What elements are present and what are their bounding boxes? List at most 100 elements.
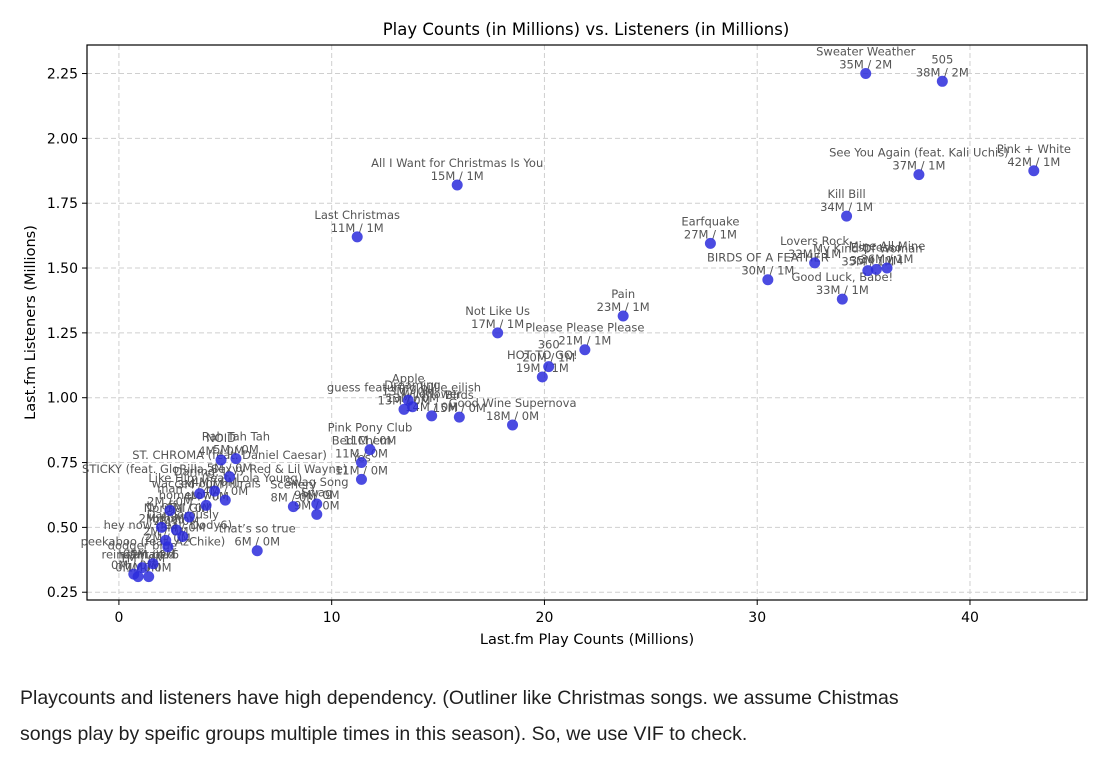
point-name-label: Espresso	[851, 240, 902, 254]
point-name-label: Pink + White	[997, 142, 1071, 156]
data-point	[355, 473, 367, 485]
data-point	[407, 401, 419, 413]
point-value-label: 6M / 0M	[234, 535, 280, 549]
data-point	[194, 488, 206, 500]
data-point	[536, 371, 548, 383]
data-point	[215, 454, 227, 466]
data-point	[913, 169, 925, 181]
caption-text: Playcounts and listeners have high depen…	[20, 680, 1080, 752]
point-name-label: Good Wine Supernova	[449, 396, 577, 410]
point-value-label: 19M / 1M	[516, 361, 569, 375]
data-point	[136, 562, 148, 574]
y-axis: 0.25 0.50 0.75 1.00 1.25 1.50 1.75 2.00 2.25	[47, 67, 87, 601]
y-tick-label: 2.25	[47, 67, 78, 83]
data-point	[881, 262, 893, 274]
data-point	[870, 263, 882, 275]
point-value-label: 14M / 0M	[405, 400, 458, 414]
point-name-label: BIRDS OF A FEATHER	[707, 251, 829, 265]
point-name-label: STICKY (feat. GloRilla, Sexyy Red & Lil …	[82, 462, 347, 476]
point-name-label: peekaboo (feat. AzChike)	[81, 535, 226, 549]
data-point	[132, 571, 144, 583]
data-point	[762, 274, 774, 286]
y-tick-label: 0.50	[47, 520, 78, 536]
y-tick-label: 1.75	[47, 196, 78, 212]
point-name-label: Bed Chem	[332, 434, 392, 448]
data-point	[164, 505, 176, 517]
data-point	[841, 210, 853, 222]
point-name-label: that’s so true	[219, 522, 296, 536]
point-value-label: 33M / 1M	[816, 283, 869, 297]
point-name-label: ST. CHROMA (feat. Daniel Caesar)	[132, 448, 327, 462]
point-name-label: Scenery	[270, 478, 317, 492]
data-point	[860, 68, 872, 80]
point-value-label: 42M / 1M	[1007, 155, 1060, 169]
data-point	[311, 508, 323, 520]
x-axis: 0 10 20 30 40	[114, 600, 979, 626]
point-name-label: Swag	[301, 485, 332, 499]
point-name-label: All I Want for Christmas Is You	[371, 156, 543, 170]
data-point	[147, 558, 159, 570]
x-tick-label: 20	[536, 610, 554, 626]
data-point	[426, 410, 438, 422]
data-point	[251, 545, 263, 557]
data-point	[311, 498, 323, 510]
plot-area	[86, 44, 1088, 601]
caption-line-2: songs play by speific groups multiple ti…	[20, 723, 748, 745]
point-name-label: luther	[149, 511, 183, 525]
point-value-label: 35M / 1M	[841, 255, 894, 269]
x-tick-label: 30	[748, 610, 766, 626]
point-name-label: hey now (feat. Dody6)	[104, 518, 233, 532]
data-point	[1028, 165, 1040, 177]
data-point	[143, 571, 155, 583]
point-value-label: 13M / 0M	[382, 384, 435, 398]
data-point	[351, 231, 363, 243]
point-name-label: Swag Song	[285, 475, 349, 489]
point-value-label: 8M / 0M	[271, 491, 317, 505]
data-point	[209, 485, 221, 497]
point-value-label: 9M / 0M	[294, 488, 340, 502]
x-tick-label: 10	[323, 610, 341, 626]
point-name-label: Sweater Weather	[816, 45, 915, 59]
data-point	[162, 541, 174, 553]
x-tick-label: 40	[961, 610, 979, 626]
point-value-label: 36M / 1M	[861, 252, 914, 266]
point-value-label: 1M / 0M	[130, 548, 176, 562]
point-name-label: reincarnated	[101, 548, 174, 562]
x-axis-label: Last.fm Play Counts (Millions)	[480, 632, 694, 648]
point-name-label: See You Again (feat. Kali Uchis)	[829, 146, 1009, 160]
data-point	[507, 419, 519, 431]
data-point	[287, 501, 299, 513]
scatter-chart: Play Counts (in Millions) vs. Listeners …	[23, 20, 1088, 648]
data-point	[936, 75, 948, 87]
point-value-label: 5M / 0M	[213, 443, 259, 457]
point-name-label: Apple	[392, 371, 425, 385]
y-tick-label: 2.00	[47, 131, 78, 147]
data-point	[398, 403, 410, 415]
point-value-label: 11M / 0M	[335, 463, 388, 477]
point-name-label: Darling, I	[174, 465, 226, 479]
data-point	[451, 179, 463, 191]
data-point	[183, 511, 195, 523]
point-name-label: Birds	[445, 388, 474, 402]
point-name-label: Rah Tah Tah	[202, 430, 270, 444]
point-name-label: Please Please Please	[525, 321, 644, 335]
point-name-label: Wildflower	[402, 387, 463, 401]
point-name-label: Pink Pony Club	[328, 421, 413, 435]
point-name-label: My Kind Of Woman	[813, 242, 922, 256]
point-value-label: 23M / 1M	[597, 300, 650, 314]
point-name-label: Kill Bill	[827, 187, 865, 201]
point-name-label: Mine All Mine	[849, 239, 926, 253]
data-point	[364, 444, 376, 456]
data-point	[355, 457, 367, 469]
point-name-label: heart pt. 6	[118, 548, 179, 562]
data-point	[177, 530, 189, 542]
y-tick-label: 0.25	[47, 585, 78, 601]
data-point	[809, 257, 821, 269]
data-point	[155, 521, 167, 533]
point-name-label: Dreaming	[384, 378, 440, 392]
data-point	[219, 494, 231, 506]
point-value-label: 15M / 0M	[433, 401, 486, 415]
data-point	[862, 265, 874, 277]
data-point	[200, 499, 212, 511]
